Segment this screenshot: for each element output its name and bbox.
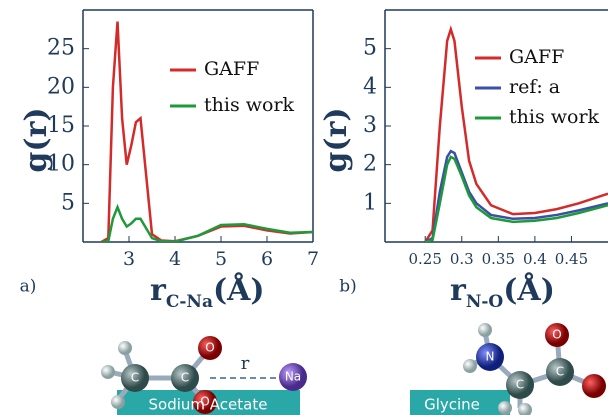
x-axis-label: rN-O(Å) <box>450 272 555 312</box>
label-box <box>410 390 510 415</box>
x-tick-label: 5 <box>215 248 227 270</box>
x-tick-label: 0.35 <box>482 250 515 268</box>
x-tick-label: 0.3 <box>450 250 474 268</box>
series-line <box>424 155 608 242</box>
y-tick-label: 10 <box>47 152 75 177</box>
x-tick-label: 0.4 <box>523 250 547 268</box>
series-line <box>424 149 608 242</box>
molecule-label: Glycine <box>424 396 480 414</box>
atom-label: C <box>131 371 139 385</box>
x-label-unit: (Å) <box>213 272 265 308</box>
legend-label: GAFF <box>509 46 564 68</box>
atom-label: Na <box>285 370 301 384</box>
x-axis-label: rC-Na(Å) <box>150 272 265 312</box>
x-label-unit: (Å) <box>503 272 555 308</box>
molecule-b: N C C O Glycine <box>410 323 606 415</box>
series-line <box>101 203 313 242</box>
bond-label: r <box>241 353 250 374</box>
legend-label: this work <box>204 94 295 116</box>
atom-label: O <box>205 341 214 355</box>
series-line <box>100 21 313 242</box>
molecule-a: C C O O Na r Sodium Acetate <box>101 336 307 415</box>
y-tick-label: 25 <box>47 36 75 61</box>
x-label-sub: C-Na <box>166 292 213 312</box>
x-label-main: r <box>450 273 467 308</box>
y-tick-label: 15 <box>47 113 75 138</box>
y-tick-label: 5 <box>61 190 75 215</box>
x-tick-label: 3 <box>123 248 135 270</box>
panel-label: b) <box>339 277 357 297</box>
y-tick-label: 3 <box>363 113 377 138</box>
atom-label: C <box>556 365 564 379</box>
atom-label: O <box>552 328 561 342</box>
x-tick-label: 0.45 <box>555 250 588 268</box>
x-tick-label: 6 <box>261 248 273 270</box>
molecule-label: Sodium Acetate <box>149 396 268 414</box>
y-axis-label: g(r) <box>319 107 354 172</box>
x-tick-label: 0.25 <box>409 250 442 268</box>
x-tick-label: 4 <box>169 248 181 270</box>
y-tick-label: 5 <box>363 36 377 61</box>
y-tick-label: 20 <box>47 74 75 99</box>
y-axis-label: g(r) <box>19 107 54 172</box>
panel-label: a) <box>20 277 37 297</box>
x-tick-label: 7 <box>307 248 319 270</box>
atom-label: O <box>200 395 209 409</box>
series-line <box>424 25 608 242</box>
y-tick-label: 1 <box>363 190 377 215</box>
y-tick-label: 2 <box>363 152 377 177</box>
legend-label: this work <box>509 106 600 128</box>
y-tick-label: 4 <box>363 74 377 99</box>
atom-label: C <box>181 371 189 385</box>
x-label-main: r <box>150 273 167 308</box>
atom-label: C <box>516 378 524 392</box>
x-label-sub: N-O <box>466 292 504 312</box>
legend-label: GAFF <box>204 58 259 80</box>
legend-label: ref: a <box>509 76 560 98</box>
atom-label: N <box>486 350 495 364</box>
